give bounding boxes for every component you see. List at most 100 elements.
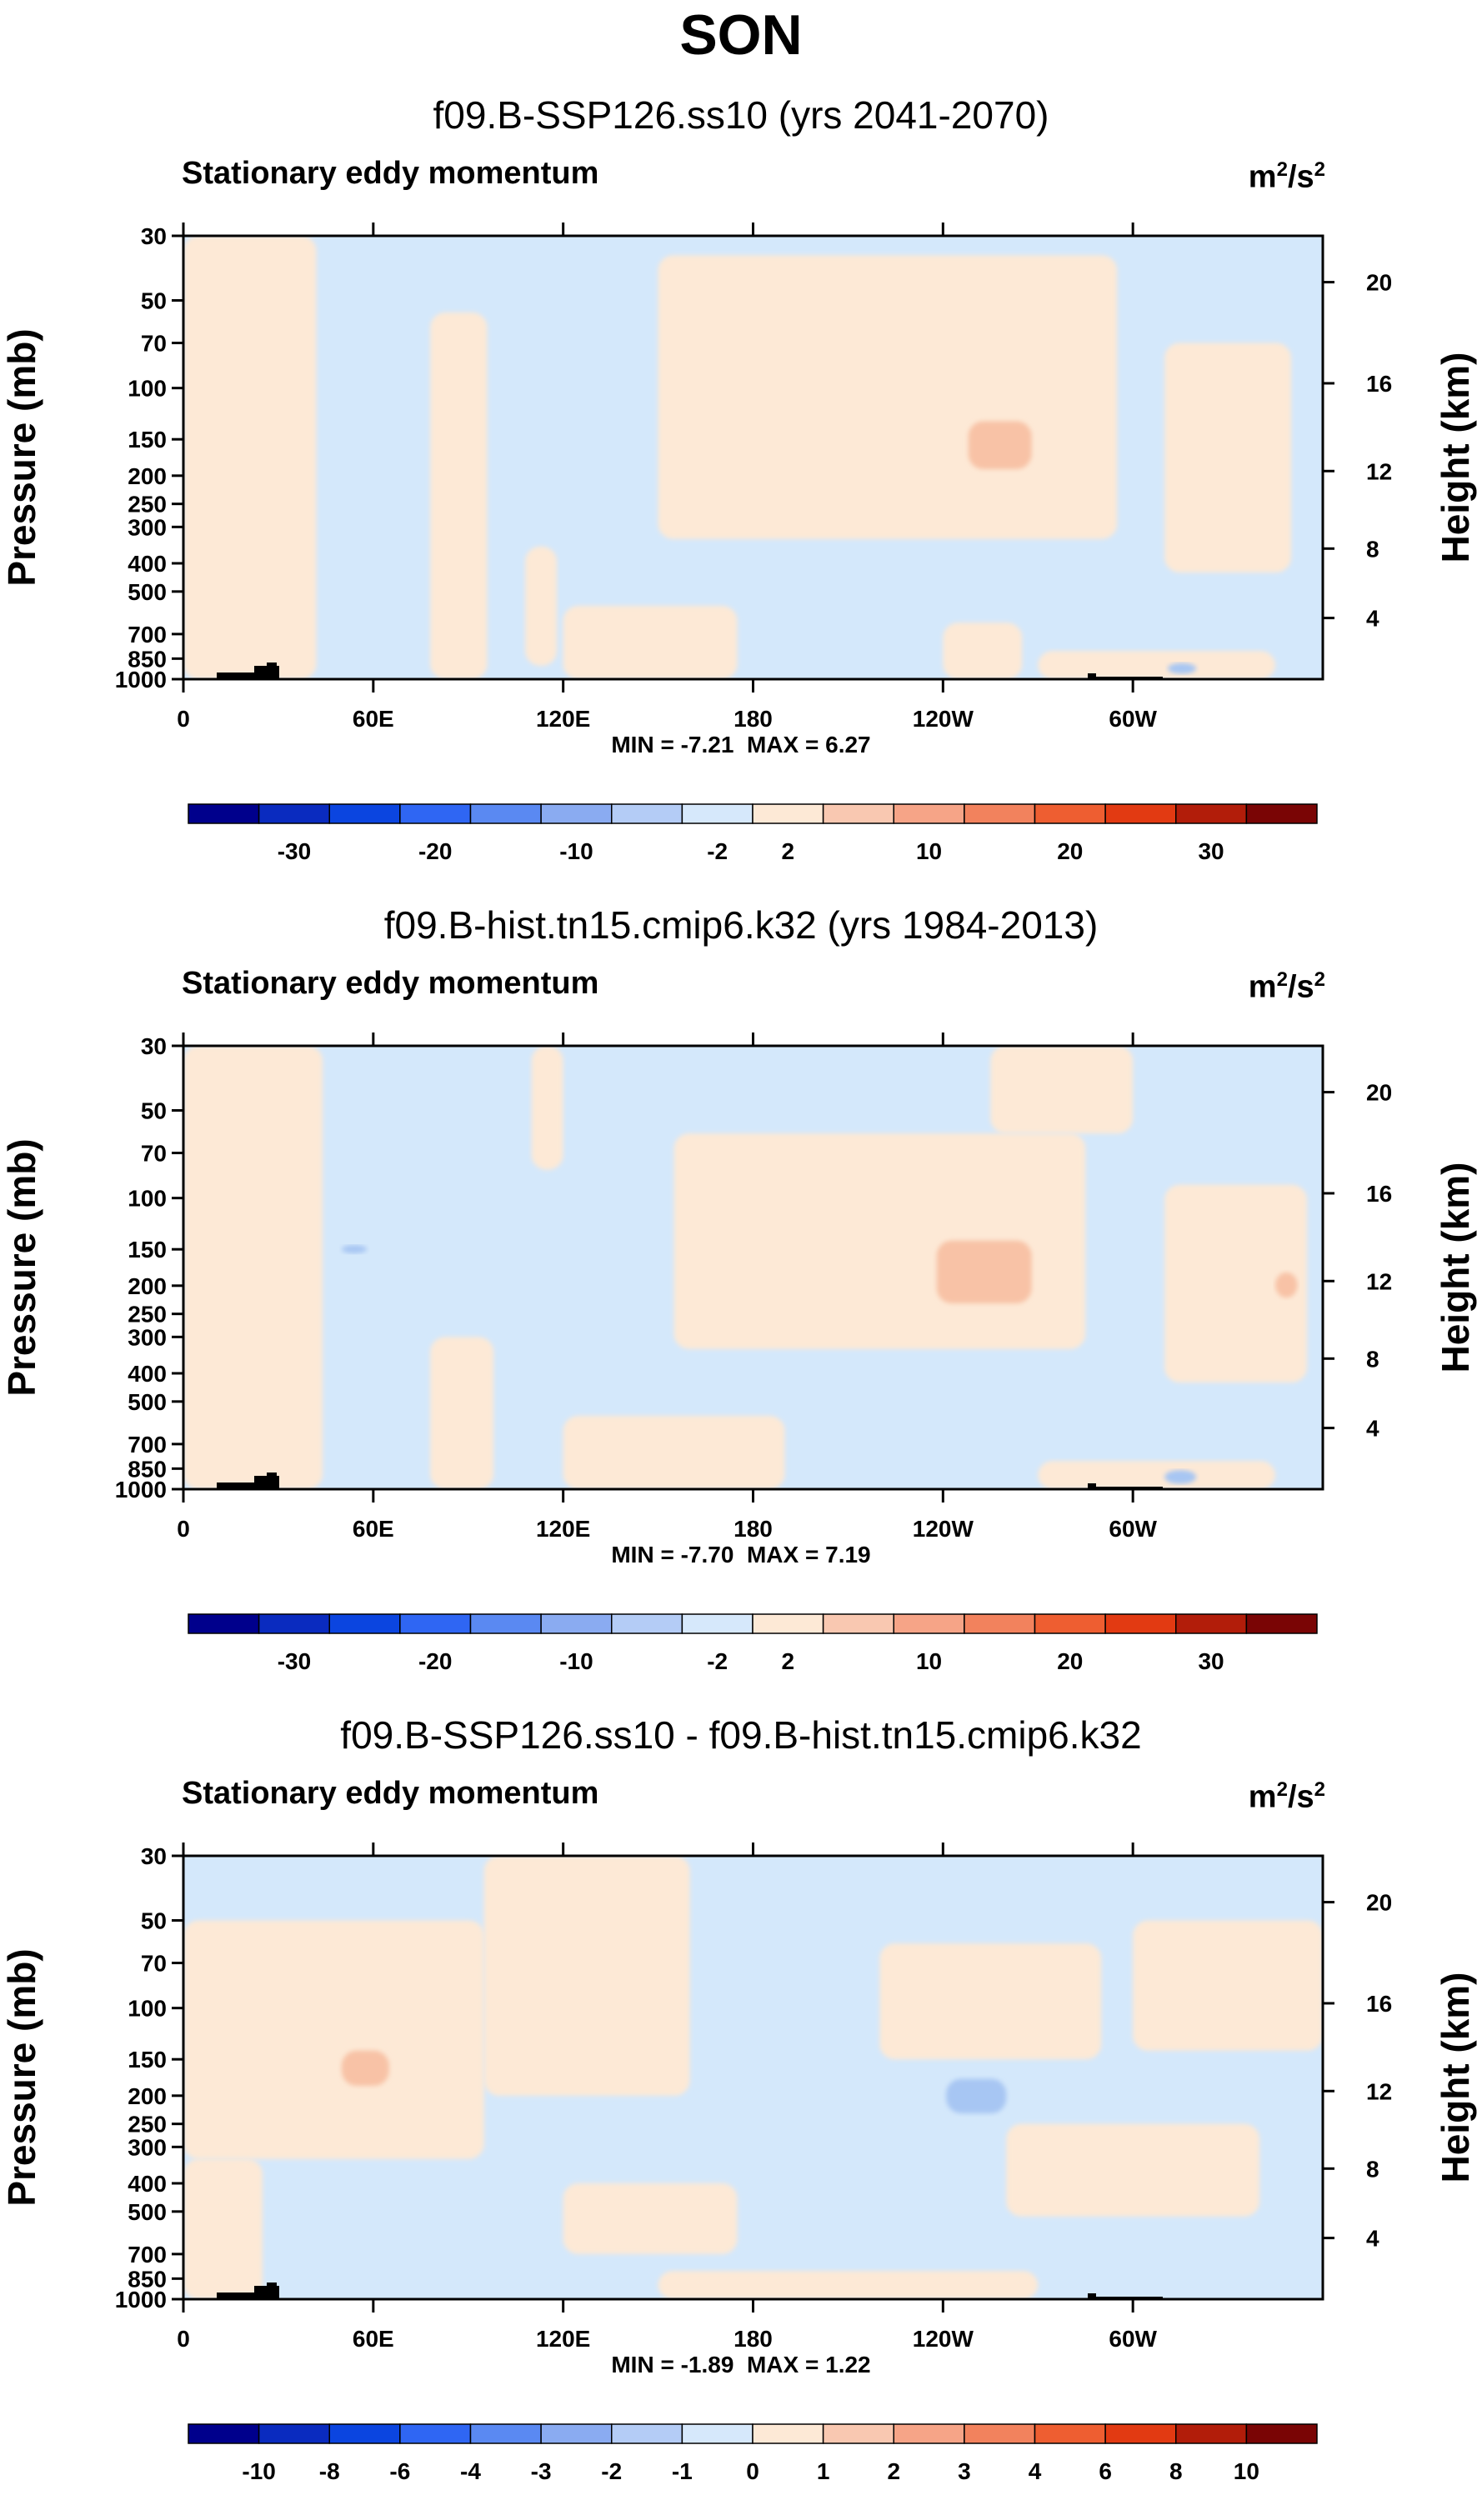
y-tick-label: 400 [128,2171,167,2197]
panel-1: f09.B-SSP126.ss10 (yrs 2041-2070) Statio… [0,92,1482,900]
colorbar-box [328,2423,401,2444]
x-tick-label: 60E [353,2326,394,2352]
y-tick-label: 500 [128,1389,167,1415]
y-right-tick-label: 4 [1366,2226,1379,2252]
plot: 0 60E 120E 180 120W 60W3050701001502002503004… [0,1842,1477,2484]
colorbar-box [1104,1613,1177,1634]
min-max-label: MIN = -7.21 MAX = 6.27 [611,732,871,758]
y-tick-label: 50 [141,1908,167,1934]
strong-negative-region [946,2078,1007,2114]
terrain-block [217,1482,275,1489]
colorbar-box [399,2423,472,2444]
positive-region [658,2271,1039,2299]
y-tick-label: 30 [141,223,167,249]
x-tick-label: 120W [913,2326,974,2352]
y-right-tick-label: 4 [1366,1416,1379,1442]
y-tick-label: 300 [128,1324,167,1350]
y-tick-label: 70 [141,331,167,357]
y-right-tick-label: 8 [1366,536,1379,562]
terrain-block [267,2282,277,2299]
panel-2: f09.B-hist.tn15.cmip6.k32 (yrs 1984-2013… [0,902,1482,1710]
y-right-tick-label: 20 [1366,1080,1392,1106]
colorbar-label: -30 [278,1648,311,1674]
x-tick-label: 60E [353,706,394,732]
colorbar-box [1034,803,1106,824]
units-label: m2/s2 [1248,1778,1325,1815]
y-tick-label: 100 [128,1186,167,1212]
colorbar-box [328,803,401,824]
y-tick-label: 50 [141,1098,167,1124]
y-tick-label: 150 [128,2047,167,2072]
y-tick-label: 150 [128,1237,167,1262]
y-tick-label: 850 [128,2266,167,2292]
y-right-axis-title: Height (km) [1434,1162,1477,1373]
colorbar-box [328,1613,401,1634]
y-tick-label: 1000 [115,1477,167,1502]
y-tick-label: 50 [141,288,167,314]
x-tick-label: 60W [1109,2326,1157,2352]
panel-title: f09.B-SSP126.ss10 - f09.B-hist.tn15.cmip… [340,1713,1142,1757]
colorbar-box [752,2423,824,2444]
positive-region [183,1046,323,1489]
positive-region [483,1856,690,2096]
positive-region [1038,1461,1276,1489]
colorbar-box [399,1613,472,1634]
colorbar-label: -2 [601,2458,622,2484]
y-tick-label: 70 [141,1141,167,1167]
positive-region [430,312,488,679]
y-tick-label: 1000 [115,667,167,692]
strong-positive-region [968,421,1032,470]
colorbar-label: 4 [1029,2458,1042,2484]
contour-field [183,1046,1323,1489]
colorbar-box [188,803,260,824]
x-tick-label: 0 [177,1516,190,1542]
positive-region [1133,1920,1323,2051]
y-tick-label: 500 [128,579,167,605]
y-tick-label: 250 [128,492,167,518]
colorbar-box [1104,803,1177,824]
colorbar-label: -4 [460,2458,481,2484]
positive-region [183,2158,263,2299]
panel-title: f09.B-hist.tn15.cmip6.k32 (yrs 1984-2013… [383,903,1099,947]
y-tick-label: 30 [141,1843,167,1869]
x-tick-label: 120E [536,1516,590,1542]
y-right-tick-label: 8 [1366,2156,1379,2182]
y-tick-label: 250 [128,2112,167,2138]
colorbar-box [258,1613,330,1634]
colorbar-label: -6 [389,2458,410,2484]
y-tick-label: 70 [141,1951,167,1977]
strong-positive-region [341,2050,389,2086]
colorbar-box [681,1613,754,1634]
plot: 0 60E 120E 180 120W 60W3050701001502002503004… [0,222,1477,864]
colorbar-box [822,803,894,824]
y-tick-label: 200 [128,463,167,489]
colorbar-box [822,1613,894,1634]
x-tick-label: 60W [1109,1516,1157,1542]
colorbar-box [188,2423,260,2444]
y-tick-label: 400 [128,551,167,577]
colorbar-label: 3 [958,2458,971,2484]
colorbar-box [1104,2423,1177,2444]
x-tick-label: 0 [177,706,190,732]
terrain-block [217,672,275,679]
colorbar-box [469,2423,542,2444]
colorbar-label: 2 [782,838,795,864]
y-tick-label: 700 [128,1432,167,1458]
x-tick-label: 180 [733,2326,773,2352]
colorbar-label: -10 [559,838,593,864]
y-right-axis-title: Height (km) [1434,352,1477,563]
x-tick-label: 120E [536,2326,590,2352]
y-tick-label: 300 [128,2134,167,2160]
positive-region [1164,342,1292,572]
colorbar-box [1034,2423,1106,2444]
strong-negative-region [1167,662,1197,674]
colorbar-label: -10 [242,2458,275,2484]
y-right-tick-label: 20 [1366,1890,1392,1916]
colorbar-label: -8 [319,2458,340,2484]
terrain-block [217,2292,275,2299]
y-right-tick-label: 16 [1366,1991,1392,2017]
positive-region [531,1046,563,1170]
colorbar-label: -2 [707,1648,728,1674]
positive-region [183,1920,484,2159]
colorbar-box [681,803,754,824]
